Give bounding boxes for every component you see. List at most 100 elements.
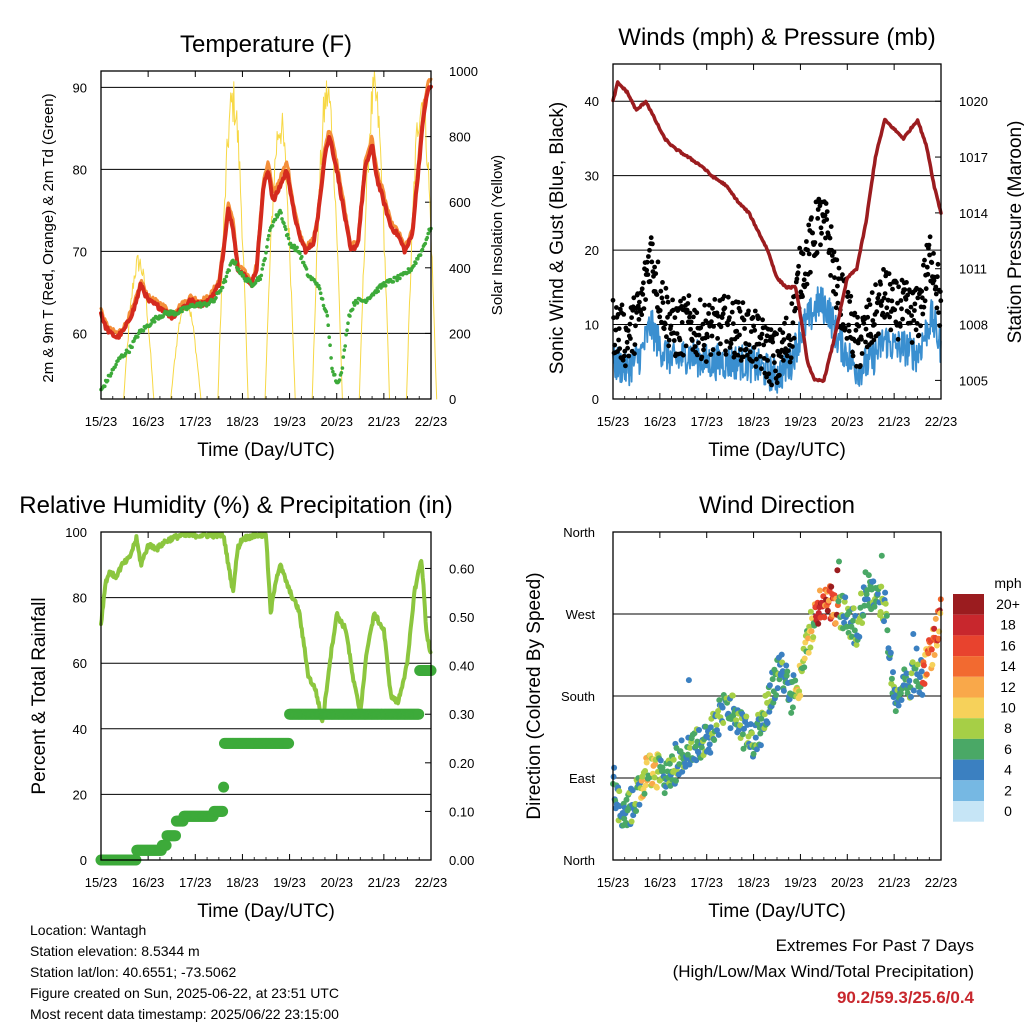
y2-tick-label: 0.10: [449, 804, 474, 819]
gust-point: [786, 333, 792, 338]
gust-point: [765, 358, 770, 363]
gust-point: [835, 283, 840, 289]
x-tick-label: 22/23: [925, 875, 958, 890]
direction-point: [821, 614, 828, 621]
solar-day-curve: [311, 80, 343, 400]
gust-point: [828, 273, 833, 278]
x-tick-label: 20/23: [831, 875, 864, 890]
dewpoint-point: [214, 296, 218, 300]
direction-point: [883, 612, 890, 619]
direction-point: [653, 784, 660, 791]
x-tick-label: 16/23: [644, 414, 677, 429]
gust-point: [627, 321, 633, 327]
direction-point: [882, 600, 889, 607]
direction-point: [727, 725, 734, 732]
gust-point: [856, 323, 862, 329]
dewpoint-point: [127, 350, 132, 355]
y-tick-label: 70: [73, 244, 87, 259]
gust-point: [805, 247, 810, 253]
gust-point: [869, 290, 875, 295]
gust-point: [892, 307, 898, 313]
legend-label: 12: [1000, 679, 1016, 695]
gust-point: [703, 359, 709, 364]
gust-point: [640, 292, 646, 297]
gust-point: [919, 288, 925, 294]
precip-point: [170, 830, 181, 842]
x-tick-label: 19/23: [784, 414, 817, 429]
gust-point: [621, 312, 627, 317]
gust-point: [727, 345, 733, 350]
dewpoint-point: [341, 355, 346, 359]
gust-point: [743, 346, 749, 352]
figure-created: Figure created on Sun, 2025-06-22, at 23…: [30, 985, 339, 1001]
gust-point: [635, 303, 641, 309]
legend-title: mph: [994, 575, 1021, 591]
direction-point: [859, 620, 866, 626]
y2-tick-label: 1014: [959, 206, 988, 221]
y2-tick-label: 200: [449, 326, 471, 341]
direction-point: [917, 674, 923, 681]
gust-point: [662, 321, 668, 327]
gust-point: [727, 315, 732, 320]
plot-frame: [100, 70, 432, 400]
y-axis-label: Sonic Wind & Gust (Blue, Black): [547, 102, 568, 374]
y-tick-label: 90: [73, 80, 87, 95]
y2-tick-label: 0.00: [449, 853, 474, 868]
gust-point: [664, 334, 669, 340]
direction-point: [882, 589, 889, 596]
x-tick-label: 19/23: [273, 875, 306, 890]
gust-point: [634, 310, 639, 315]
gust-point: [646, 254, 651, 259]
gust-point: [881, 295, 887, 301]
gust-point: [652, 264, 657, 270]
gust-point: [878, 281, 883, 287]
dewpoint-point: [352, 303, 357, 307]
wind-direction-panel: Wind Direction Time (Day/UTC) 15/23 16/23 17…: [524, 492, 1022, 922]
dewpoint-point: [317, 283, 321, 288]
extremes-panel: Extremes For Past 7 Days (High/Low/Max W…: [673, 933, 974, 1011]
legend-label: 6: [1004, 741, 1012, 757]
gust-point: [677, 337, 683, 343]
gust-point: [780, 330, 786, 336]
gust-point: [915, 295, 921, 301]
gust-point: [658, 288, 664, 294]
direction-point: [910, 631, 917, 637]
x-tick-label: 18/23: [226, 875, 259, 890]
direction-point: [761, 711, 768, 718]
gust-point: [874, 309, 880, 315]
y2-tick-label: 1008: [959, 318, 988, 333]
gust-point: [734, 328, 740, 334]
gust-point: [923, 286, 929, 292]
plot-frame: [612, 63, 942, 400]
gust-point: [687, 314, 692, 320]
direction-point: [737, 722, 744, 729]
direction-point: [878, 583, 885, 590]
dewpoint-point: [331, 369, 335, 374]
gust-point: [824, 209, 830, 215]
dewpoint-point: [279, 211, 283, 215]
gust-point: [848, 293, 854, 299]
gust-point: [899, 306, 904, 312]
gust-point: [790, 320, 796, 326]
gust-point: [750, 359, 755, 364]
gust-point: [725, 322, 731, 328]
direction-point: [858, 590, 864, 597]
gust-point: [653, 271, 659, 276]
direction-point: [657, 757, 664, 764]
gust-point: [629, 315, 634, 320]
x-tick-label: 16/23: [644, 875, 677, 890]
dewpoint-point: [425, 235, 430, 240]
x-tick-label: 20/23: [831, 414, 864, 429]
y-tick-label: 0: [80, 853, 87, 868]
gust-point: [683, 343, 689, 349]
gust-point: [842, 325, 848, 331]
gust-point: [772, 360, 777, 365]
dewpoint-point: [114, 362, 118, 367]
direction-point: [666, 760, 673, 767]
direction-point: [918, 668, 925, 675]
gust-point: [688, 326, 693, 332]
gust-point: [905, 292, 910, 298]
gust-point: [861, 320, 867, 326]
panel-title: Relative Humidity (%) & Precipitation (i…: [19, 492, 452, 519]
gust-point: [660, 300, 666, 305]
